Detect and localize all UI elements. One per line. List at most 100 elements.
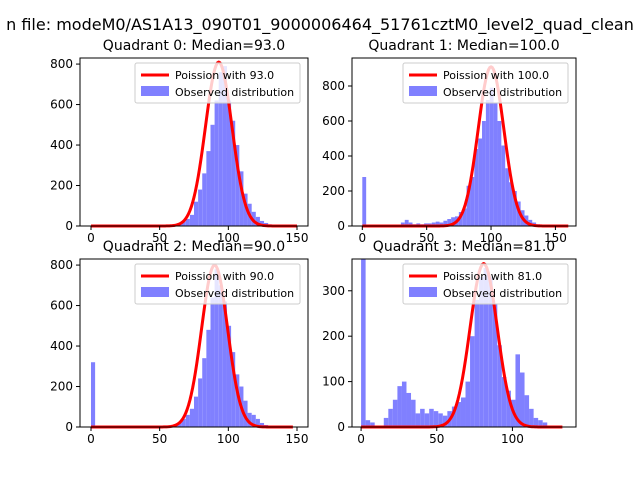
histogram-bar xyxy=(470,177,475,226)
histogram-bar xyxy=(404,219,409,226)
y-tick-label: 0 xyxy=(65,420,73,434)
legend-bar-swatch xyxy=(409,86,437,96)
histogram-bar xyxy=(189,408,194,427)
histogram-bar xyxy=(255,216,260,226)
histogram-bar xyxy=(214,100,219,226)
histogram-bar xyxy=(218,72,223,227)
histogram-bar xyxy=(451,406,457,427)
histogram-bar xyxy=(214,269,219,427)
histogram-bar xyxy=(420,408,425,427)
histogram-bar xyxy=(202,173,207,226)
histogram-bar xyxy=(470,336,475,427)
x-tick-label: 100 xyxy=(480,231,503,245)
x-tick-label: 50 xyxy=(429,432,444,446)
histogram-bar xyxy=(520,372,525,427)
histogram-bar xyxy=(194,201,199,226)
histogram-bar xyxy=(185,414,190,427)
histogram-bar xyxy=(383,417,389,427)
y-tick-label: 200 xyxy=(50,380,73,394)
subplot-quadrant-3: Quadrant 3: Median=81.0 0 50 100 0 100 200 300 P… xyxy=(322,239,577,446)
legend: Poission with 100.0 Observed distribution xyxy=(402,62,569,104)
histogram-bar xyxy=(198,189,203,226)
figure-suptitle: n file: modeM0/AS1A13_090T01_9000006464_… xyxy=(6,15,634,35)
histogram-bar xyxy=(538,420,543,427)
y-tick-label: 0 xyxy=(337,420,345,434)
histogram-bar xyxy=(533,417,539,427)
histogram-bar xyxy=(361,259,366,427)
histogram-bar xyxy=(415,413,421,427)
x-tick-label: 0 xyxy=(358,231,366,245)
subplot-title: Quadrant 3: Median=81.0 xyxy=(373,239,555,255)
histogram-bar xyxy=(397,386,402,427)
histogram-bar xyxy=(235,145,240,226)
histogram-bar xyxy=(505,168,510,226)
histogram-bar xyxy=(247,412,252,427)
histogram-bar xyxy=(493,103,498,226)
histogram-bar xyxy=(411,399,416,427)
legend: Poission with 81.0 Observed distribution xyxy=(402,263,569,305)
histogram-bar xyxy=(210,124,215,226)
subplot-quadrant-2: Quadrant 2: Median=90.0 0 50 100 150 0 200 400 6… xyxy=(50,239,309,446)
legend-box xyxy=(134,263,301,305)
y-tick-label: 300 xyxy=(322,284,345,298)
histogram-bar xyxy=(451,217,455,226)
histogram-bar xyxy=(198,378,203,427)
legend-bar-swatch xyxy=(141,287,169,297)
histogram-bar xyxy=(456,402,461,427)
subplot-title: Quadrant 2: Median=90.0 xyxy=(103,239,285,255)
y-tick-label: 200 xyxy=(50,179,73,193)
y-tick-label: 0 xyxy=(337,219,345,233)
histogram-bar xyxy=(259,220,265,226)
histogram-bar xyxy=(474,299,480,427)
y-tick-label: 100 xyxy=(322,375,345,389)
histogram-bar xyxy=(239,171,244,226)
histogram-bar xyxy=(181,418,186,427)
x-tick-label: 0 xyxy=(87,231,95,245)
x-tick-label: 100 xyxy=(217,231,240,245)
legend: Poission with 93.0 Observed distribution xyxy=(134,62,301,104)
subplot-title: Quadrant 1: Median=100.0 xyxy=(368,38,559,54)
histogram-bar xyxy=(177,422,182,427)
legend-box xyxy=(134,62,301,104)
y-tick-label: 400 xyxy=(50,339,73,353)
histogram-bar xyxy=(181,221,186,226)
x-tick-label: 50 xyxy=(152,432,167,446)
legend-label-observed: Observed distribution xyxy=(443,86,562,99)
y-tick-label: 800 xyxy=(322,79,345,93)
histogram-bar xyxy=(194,396,199,427)
histogram-bar xyxy=(488,277,493,427)
histogram-bar xyxy=(424,413,430,427)
histogram-bar xyxy=(370,422,375,427)
y-tick-label: 400 xyxy=(50,138,73,152)
legend-label-poisson: Poission with 93.0 xyxy=(175,69,274,82)
histogram-bar xyxy=(210,297,215,427)
axes-frame xyxy=(79,258,309,428)
histogram-bar xyxy=(465,381,471,427)
x-tick-label: 50 xyxy=(152,231,167,245)
histogram-bar xyxy=(466,185,471,226)
histogram-bar xyxy=(400,222,405,226)
axes-frame xyxy=(351,258,577,428)
y-tick-label: 800 xyxy=(50,57,73,71)
histogram-bar xyxy=(388,408,393,427)
histogram-bar xyxy=(431,222,436,226)
histogram-bar xyxy=(251,414,256,427)
histogram-bar xyxy=(222,301,227,427)
x-tick-label: 50 xyxy=(419,231,434,245)
histogram-bar xyxy=(479,277,484,427)
histogram-bar xyxy=(515,354,520,427)
histogram-bar xyxy=(485,100,490,226)
histogram-bar xyxy=(497,121,502,226)
legend-box xyxy=(402,62,569,104)
histogram-bar xyxy=(435,221,440,226)
histogram-bar xyxy=(542,422,548,427)
histogram-bar xyxy=(206,329,211,427)
legend-bar-swatch xyxy=(141,86,169,96)
histogram-bar xyxy=(406,392,412,427)
histogram-bar xyxy=(529,408,534,427)
histogram-bar xyxy=(408,222,413,226)
histogram-bar xyxy=(255,418,260,427)
histogram-bar xyxy=(243,193,248,226)
histogram-bar xyxy=(483,268,489,427)
legend-label-observed: Observed distribution xyxy=(175,287,294,300)
